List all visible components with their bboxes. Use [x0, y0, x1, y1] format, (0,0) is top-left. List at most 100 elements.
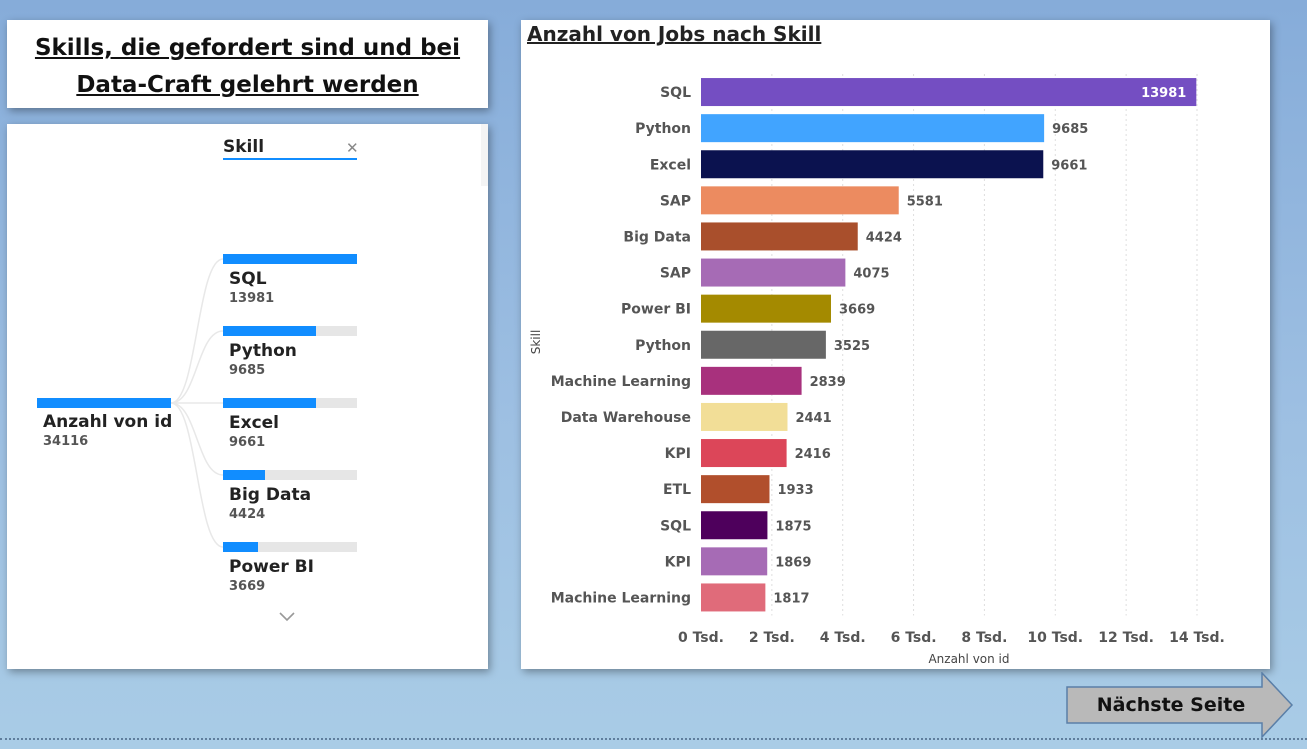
decomposition-tree: Skill ✕ Anzahl von id 34116 SQL 13981 Pyth… — [7, 124, 488, 669]
y-category-label: SAP — [660, 193, 691, 209]
bar-value-label: 2441 — [795, 411, 831, 426]
tree-node-bar-fill — [223, 542, 259, 552]
bar-value-label: 9685 — [1052, 122, 1088, 137]
tree-connector — [170, 258, 224, 404]
bar-value-label: 1875 — [775, 519, 811, 534]
bar-value-label: 2839 — [810, 375, 846, 390]
x-tick-label: 14 Tsd. — [1169, 630, 1225, 646]
tree-node-label: Excel — [229, 413, 280, 433]
next-page-button[interactable]: Nächste Seite — [1066, 672, 1294, 738]
y-category-label: SQL — [660, 518, 691, 534]
bar[interactable] — [701, 114, 1045, 143]
tree-node-value: 9661 — [229, 435, 266, 450]
y-category-label: Python — [635, 338, 691, 354]
bar[interactable] — [701, 150, 1044, 179]
page-title-line-1: Skills, die gefordert sind und bei — [34, 35, 461, 61]
root-node-label: Anzahl von id — [43, 412, 173, 432]
x-tick-label: 6 Tsd. — [891, 630, 937, 646]
y-category-label: SAP — [660, 266, 691, 282]
bar-value-label: 3525 — [834, 339, 870, 354]
tree-node-bar-track — [223, 326, 357, 336]
y-category-label: Machine Learning — [551, 590, 691, 606]
bar[interactable] — [701, 222, 858, 251]
tree-node-bar-track — [223, 254, 357, 264]
page-title-line-2: Data-Craft gelehrt werden — [76, 72, 419, 98]
tree-connector — [170, 330, 224, 404]
bar[interactable] — [701, 547, 768, 576]
tree-connectors — [170, 258, 224, 548]
page-title-card: Skills, die gefordert sind und bei Data-… — [7, 20, 488, 108]
tree-node-value: 9685 — [229, 363, 266, 378]
tree-node-bar-fill — [223, 398, 316, 408]
tree-node-label: Python — [229, 341, 297, 361]
tree-node-label: SQL — [229, 269, 267, 289]
bar-value-label: 5581 — [907, 194, 943, 209]
tree-connector — [170, 402, 224, 476]
root-node-value: 34116 — [43, 434, 89, 449]
filter-pane-edge — [481, 124, 488, 186]
bar-value-label: 2416 — [795, 447, 831, 462]
tree-node-bar-fill — [223, 326, 316, 336]
tree-node-value: 3669 — [229, 579, 266, 594]
tree-node-value: 13981 — [229, 291, 275, 306]
tree-connector — [170, 402, 224, 548]
bar[interactable] — [701, 186, 899, 215]
bar[interactable] — [701, 366, 802, 395]
tree-node-value: 4424 — [229, 507, 266, 522]
y-category-label: Python — [635, 121, 691, 137]
next-page-label: Nächste Seite — [1096, 694, 1246, 716]
tree-node-bar-track — [223, 542, 357, 552]
bar[interactable] — [701, 402, 788, 431]
report-corner-mark — [8, 0, 30, 6]
y-category-label: KPI — [665, 446, 691, 462]
x-tick-label: 4 Tsd. — [820, 630, 866, 646]
arrow-right-icon — [1066, 672, 1294, 738]
y-category-label: ETL — [663, 482, 691, 498]
chart-title: Anzahl von Jobs nach Skill — [527, 22, 822, 46]
bar[interactable] — [701, 258, 846, 287]
chevron-down-icon[interactable] — [278, 611, 296, 623]
x-tick-label: 10 Tsd. — [1027, 630, 1083, 646]
x-tick-label: 12 Tsd. — [1098, 630, 1154, 646]
y-category-label: KPI — [665, 554, 691, 570]
x-tick-label: 8 Tsd. — [961, 630, 1007, 646]
y-axis-label: Skill — [529, 330, 543, 355]
y-category-label: Excel — [650, 157, 691, 173]
y-category-label: Machine Learning — [551, 374, 691, 390]
tree-node-label: Big Data — [229, 485, 312, 505]
bar-value-label: 13981 — [1141, 86, 1186, 101]
tree-node-bar-track — [223, 398, 357, 408]
bar-value-label: 4075 — [853, 267, 889, 282]
x-axis-label: Anzahl von id — [928, 652, 1009, 666]
x-tick-label: 0 Tsd. — [678, 630, 724, 646]
bar[interactable] — [701, 78, 1197, 107]
skill-filter-underline — [223, 158, 357, 160]
bar-value-label: 1869 — [775, 555, 811, 570]
bar[interactable] — [701, 583, 766, 612]
bar-value-label: 1933 — [777, 483, 813, 498]
x-tick-label: 2 Tsd. — [749, 630, 795, 646]
bar-value-label: 1817 — [773, 591, 809, 606]
skill-bar-chart: Anzahl von Jobs nach Skill 0 Tsd. 2 Tsd. 4… — [521, 20, 1270, 669]
bar[interactable] — [701, 475, 770, 504]
close-icon[interactable]: ✕ — [346, 139, 359, 157]
tree-node-label: Power BI — [229, 557, 314, 577]
tree-node-bar-track — [223, 470, 357, 480]
bar-value-label: 3669 — [839, 303, 875, 318]
y-category-label: SQL — [660, 85, 691, 101]
bar[interactable] — [701, 294, 831, 323]
bar[interactable] — [701, 511, 768, 540]
y-category-label: Power BI — [621, 302, 691, 318]
bar[interactable] — [701, 330, 826, 359]
tree-node-bar-fill — [223, 254, 357, 264]
bar[interactable] — [701, 439, 787, 468]
bar-value-label: 4424 — [866, 230, 902, 245]
tree-node-bar-fill — [223, 470, 266, 480]
y-category-label: Big Data — [623, 229, 691, 245]
root-node-bar — [37, 398, 171, 408]
bottom-divider — [0, 738, 1307, 740]
y-category-label: Data Warehouse — [561, 410, 691, 426]
bar-chart-svg: 0 Tsd. 2 Tsd. 4 Tsd. 6 Tsd. 8 Tsd. 10 Tsd. 12 … — [529, 74, 1225, 666]
bar-value-label: 9661 — [1051, 158, 1087, 173]
skill-filter-label[interactable]: Skill — [223, 137, 265, 157]
